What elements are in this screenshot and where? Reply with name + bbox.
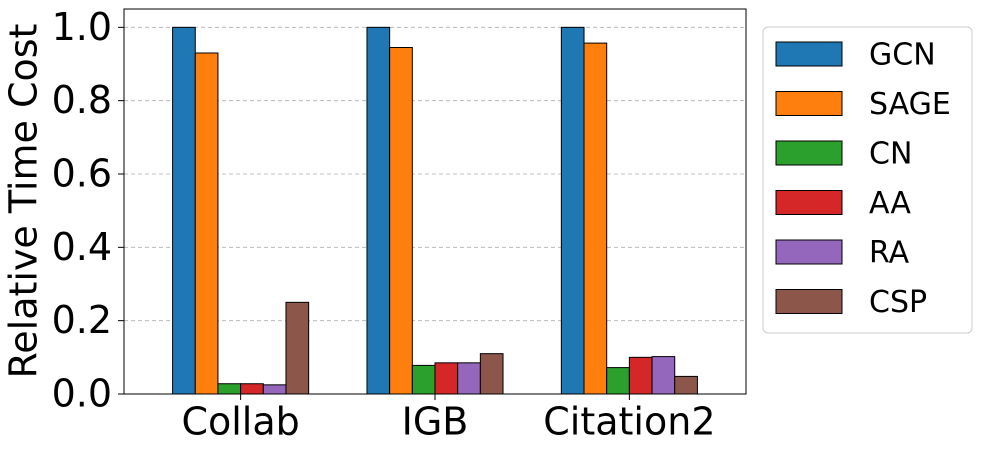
legend-swatch bbox=[775, 41, 843, 67]
bar bbox=[457, 362, 481, 395]
y-tick-label: 0.2 bbox=[52, 298, 112, 342]
bar bbox=[217, 383, 242, 395]
y-tick-label: 1.0 bbox=[52, 5, 112, 49]
bar bbox=[411, 364, 436, 395]
y-tick-label: 0.8 bbox=[52, 78, 112, 122]
legend-swatch bbox=[775, 140, 843, 166]
bar bbox=[194, 52, 219, 395]
bar bbox=[651, 356, 676, 395]
legend-label: CN bbox=[869, 137, 912, 172]
plot-frame bbox=[123, 8, 747, 395]
bar bbox=[434, 362, 459, 395]
bar bbox=[560, 26, 585, 395]
legend-label: AA bbox=[869, 186, 911, 221]
bar bbox=[262, 384, 287, 395]
y-axis-label: Relative Time Cost bbox=[2, 24, 46, 379]
legend-swatch bbox=[775, 289, 843, 314]
legend-swatch bbox=[775, 190, 843, 215]
bar bbox=[479, 353, 504, 395]
legend-swatch bbox=[775, 91, 843, 116]
y-tick-label: 0.0 bbox=[52, 372, 112, 416]
x-tick-label: IGB bbox=[402, 400, 469, 444]
bar bbox=[285, 301, 310, 395]
x-tick-label: Citation2 bbox=[543, 400, 715, 444]
bar bbox=[606, 367, 630, 395]
legend-swatch bbox=[775, 239, 843, 265]
x-tick-label: Collab bbox=[181, 400, 299, 444]
y-tick-label: 0.4 bbox=[52, 225, 112, 269]
bar bbox=[366, 26, 391, 395]
legend-label: GCN bbox=[869, 38, 936, 73]
y-tick-label: 0.6 bbox=[52, 152, 112, 196]
bar bbox=[240, 383, 264, 395]
bar bbox=[628, 356, 653, 395]
legend-box bbox=[762, 26, 973, 334]
bar bbox=[583, 42, 608, 395]
bar bbox=[674, 375, 698, 395]
legend-label: CSP bbox=[869, 285, 927, 320]
bar bbox=[172, 26, 196, 395]
bar bbox=[389, 47, 413, 395]
legend-label: RA bbox=[869, 236, 910, 271]
legend-label: SAGE bbox=[869, 87, 951, 122]
